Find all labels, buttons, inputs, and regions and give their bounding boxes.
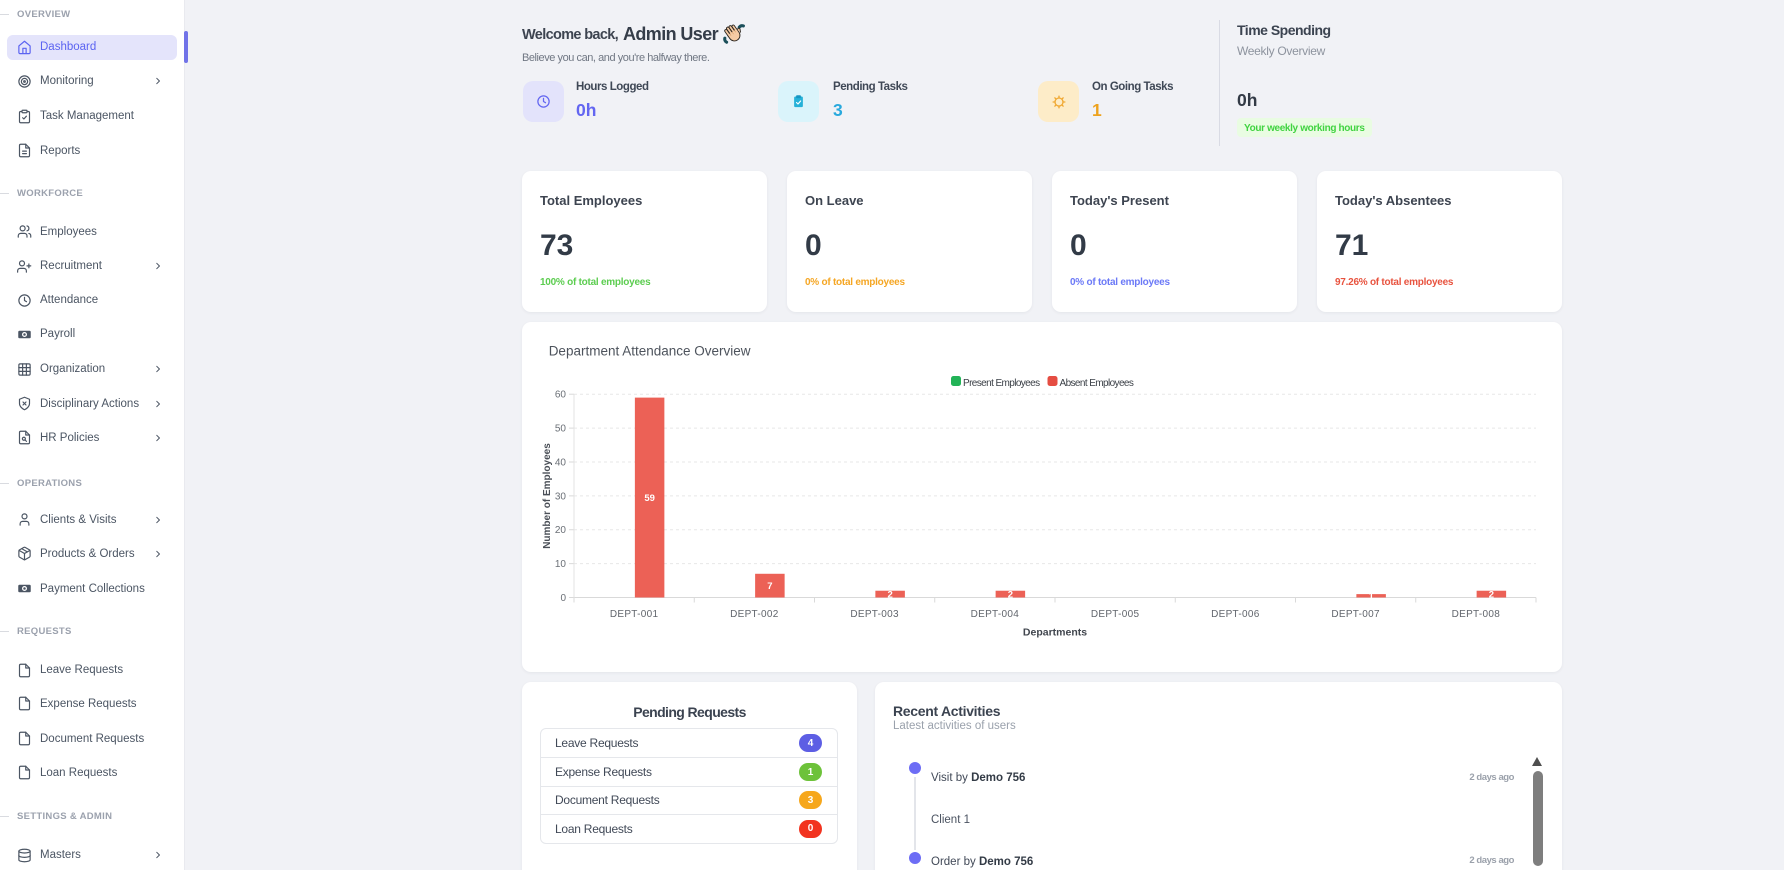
svg-text:60: 60 xyxy=(555,390,567,401)
svg-text:1: 1 xyxy=(1368,591,1374,602)
svg-text:DEPT-002: DEPT-002 xyxy=(730,609,779,620)
svg-text:2: 2 xyxy=(887,589,892,600)
svg-text:DEPT-001: DEPT-001 xyxy=(610,609,659,620)
svg-text:7: 7 xyxy=(767,581,772,592)
svg-text:DEPT-006: DEPT-006 xyxy=(1211,609,1260,620)
svg-text:DEPT-003: DEPT-003 xyxy=(850,609,899,620)
svg-text:40: 40 xyxy=(555,457,567,468)
svg-text:Department Attendance Overview: Department Attendance Overview xyxy=(549,344,751,359)
svg-text:DEPT-004: DEPT-004 xyxy=(971,609,1020,620)
svg-text:DEPT-007: DEPT-007 xyxy=(1331,609,1380,620)
svg-text:Absent Employees: Absent Employees xyxy=(1060,378,1134,389)
svg-text:50: 50 xyxy=(555,424,567,435)
svg-text:Present Employees: Present Employees xyxy=(963,378,1040,389)
svg-text:2: 2 xyxy=(1008,589,1013,600)
svg-text:DEPT-008: DEPT-008 xyxy=(1452,609,1501,620)
svg-text:30: 30 xyxy=(555,491,567,502)
svg-text:DEPT-005: DEPT-005 xyxy=(1091,609,1140,620)
svg-text:Number of Employees: Number of Employees xyxy=(542,443,553,549)
svg-text:Departments: Departments xyxy=(1023,627,1087,639)
svg-text:10: 10 xyxy=(555,559,567,570)
svg-text:20: 20 xyxy=(555,525,567,536)
svg-text:2: 2 xyxy=(1489,589,1494,600)
svg-text:59: 59 xyxy=(644,493,655,504)
svg-text:0: 0 xyxy=(560,593,566,604)
